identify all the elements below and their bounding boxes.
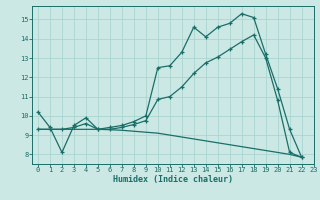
X-axis label: Humidex (Indice chaleur): Humidex (Indice chaleur) [113,175,233,184]
